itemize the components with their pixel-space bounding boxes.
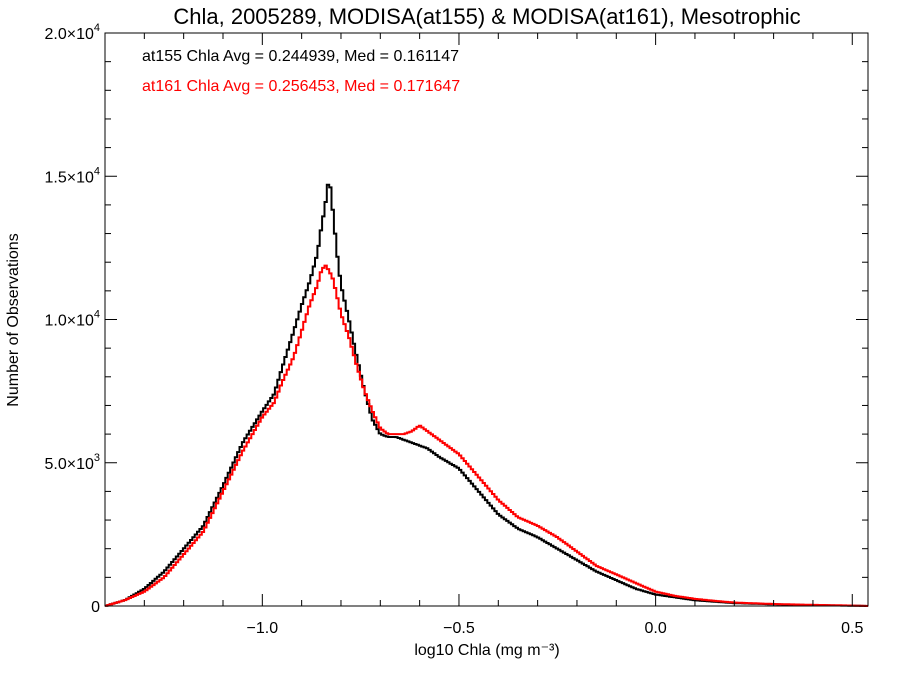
x-tick-label: −1.0 (247, 620, 279, 637)
plot-frame (104, 32, 869, 607)
chart-title: Chla, 2005289, MODISA(at155) & MODISA(at… (173, 4, 800, 29)
stats-annotation: at161 Chla Avg = 0.256453, Med = 0.17164… (142, 78, 460, 95)
y-tick-label: 5.0×103 (44, 452, 100, 473)
y-tick-label: 2.0×104 (44, 22, 100, 43)
y-tick-exponent: 3 (94, 452, 100, 464)
y-tick-exponent: 4 (94, 309, 100, 321)
series-line-0 (105, 183, 868, 607)
y-tick-mantissa: 0 (91, 599, 100, 616)
series-layer (105, 183, 869, 607)
y-axis-label: Number of Observations (5, 233, 22, 406)
stats-annotation: at155 Chla Avg = 0.244939, Med = 0.16114… (142, 48, 459, 65)
y-tick-mantissa: 1.0×10 (44, 313, 93, 330)
y-tick-exponent: 4 (94, 22, 100, 34)
y-tick-label: 1.5×104 (44, 165, 100, 186)
series-line-1 (105, 264, 869, 607)
y-tick-mantissa: 5.0×10 (44, 456, 93, 473)
y-tick-exponent: 4 (94, 165, 100, 177)
x-axis-label: log10 Chla (mg m⁻³) (414, 642, 559, 659)
y-tick-mantissa: 2.0×10 (44, 26, 93, 43)
x-tick-labels: −1.0 −0.5 0.0 0.5 (247, 620, 864, 637)
stats-annotations: at155 Chla Avg = 0.244939, Med = 0.16114… (142, 48, 460, 95)
x-tick-label: −0.5 (443, 620, 475, 637)
y-tick-label: 1.0×104 (44, 309, 100, 330)
x-tick-label: 0.5 (841, 620, 863, 637)
y-tick-mantissa: 1.5×10 (44, 169, 93, 186)
ticks-layer (104, 32, 868, 607)
x-tick-label: 0.0 (644, 620, 666, 637)
y-tick-label: 0 (91, 599, 100, 616)
